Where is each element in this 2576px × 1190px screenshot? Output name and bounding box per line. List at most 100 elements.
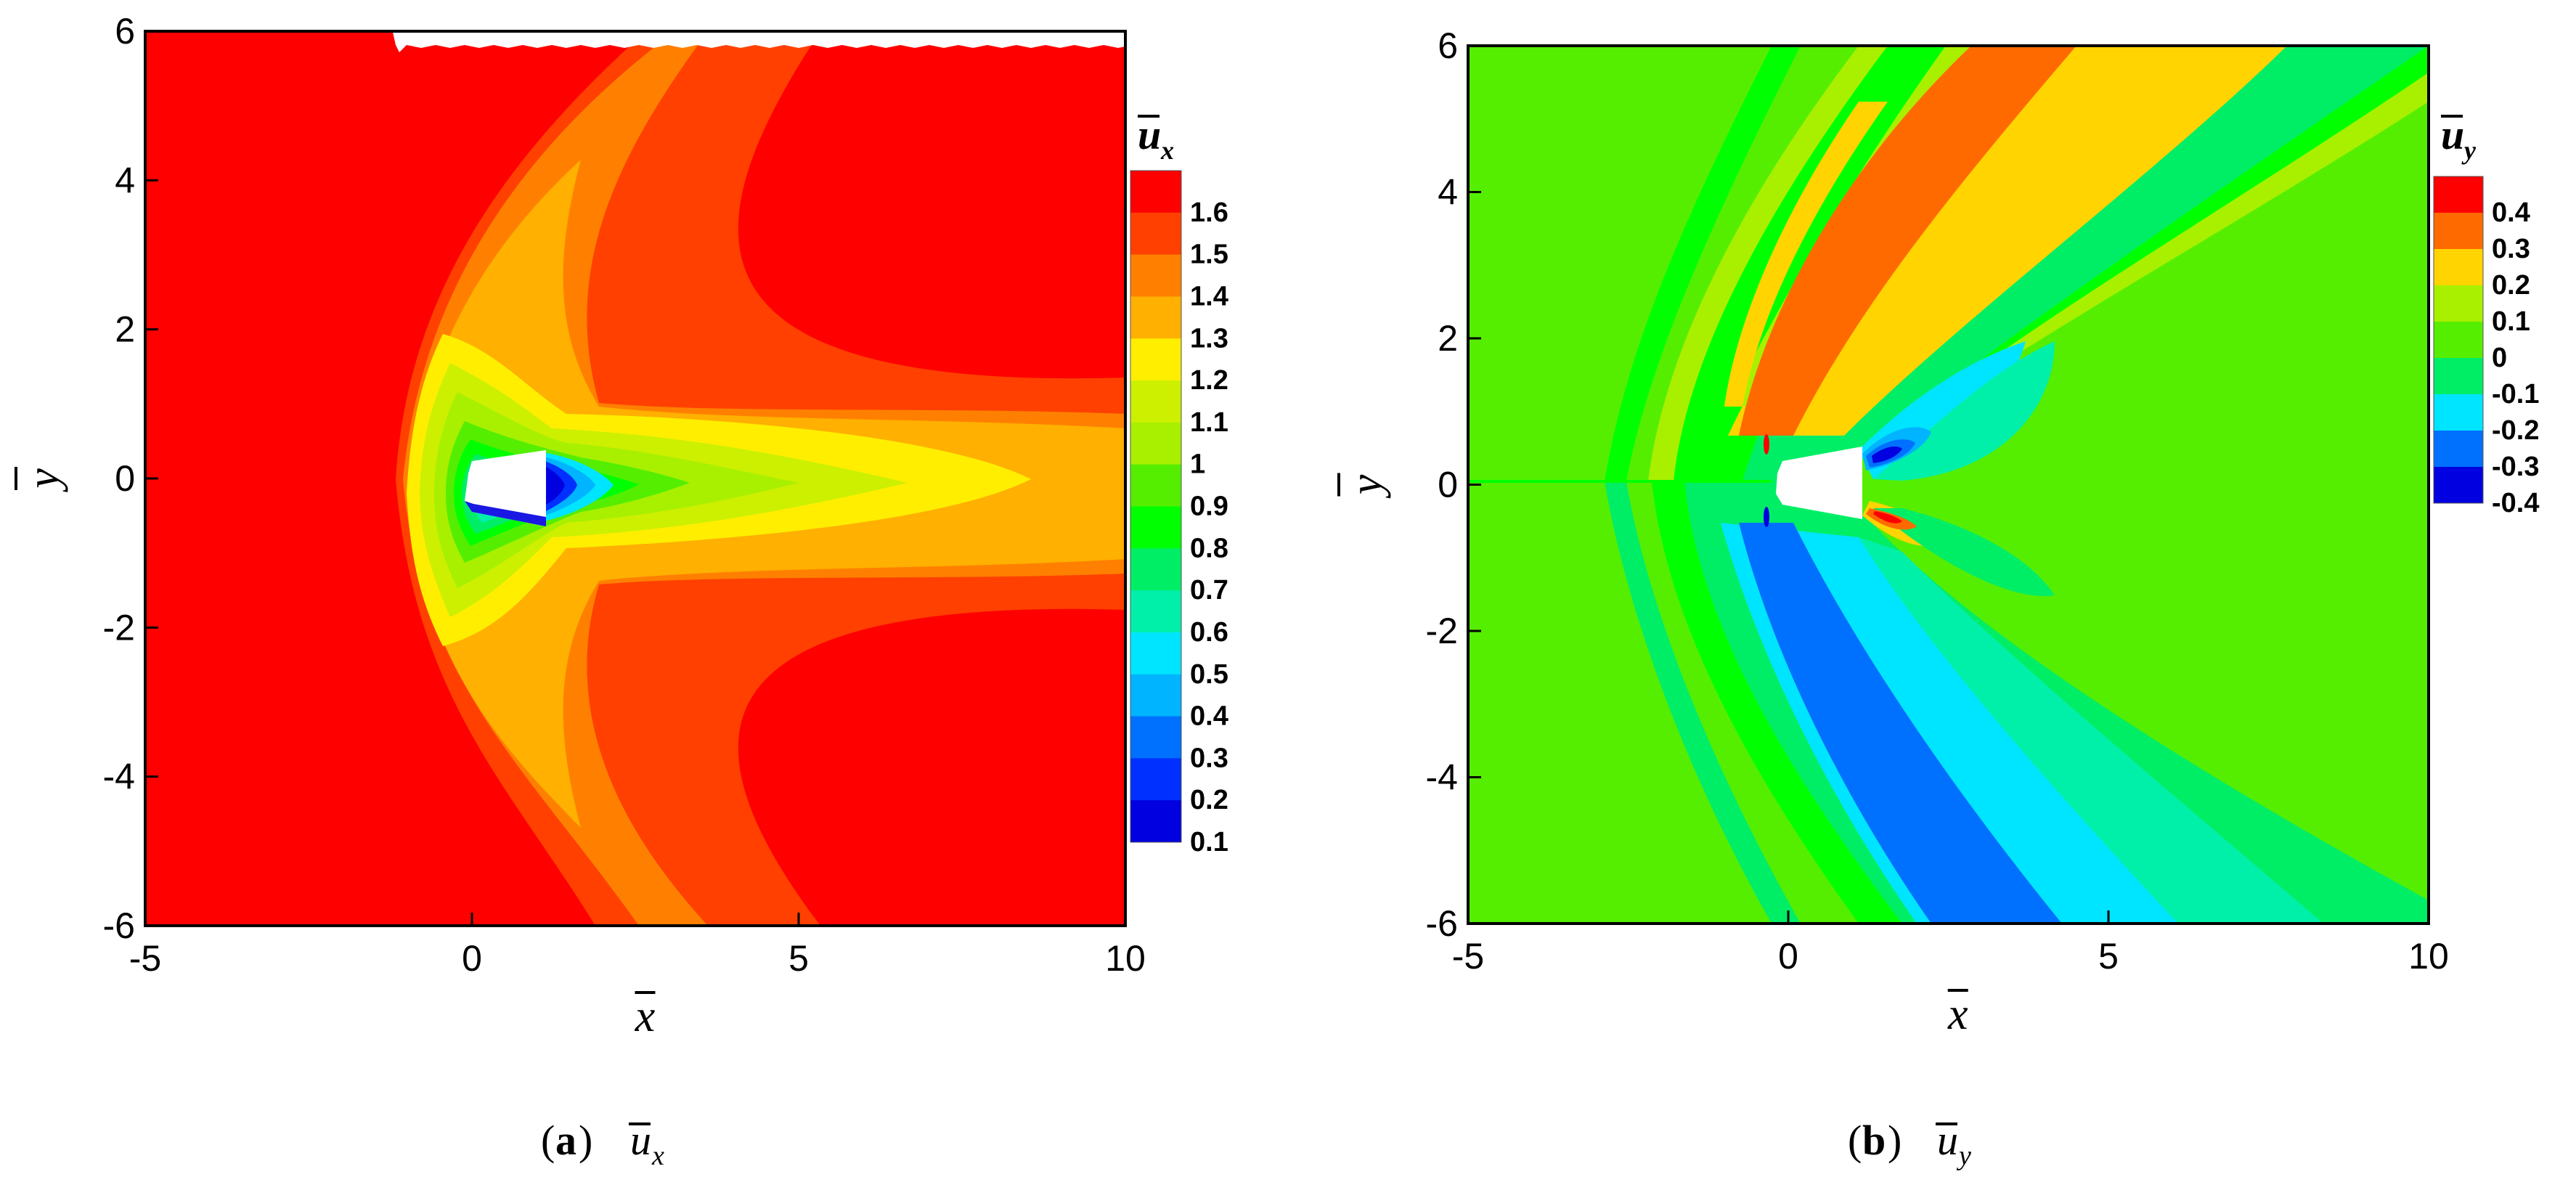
colorbar-label: 1.1 xyxy=(1190,407,1228,438)
contour-field-b xyxy=(1468,46,2429,924)
svg-text:): ) xyxy=(1888,1117,1902,1164)
y-tick-label: 0 xyxy=(115,458,135,499)
colorbar-swatch xyxy=(1130,296,1181,339)
colorbar-swatch xyxy=(1130,716,1181,759)
colorbar-swatch xyxy=(2434,431,2483,468)
colorbar-swatch xyxy=(2434,285,2483,322)
x-tick-label: -5 xyxy=(129,938,161,979)
x-tick-label: 0 xyxy=(1778,936,1798,977)
y-tick-label: -6 xyxy=(1426,903,1458,944)
colorbar-swatch xyxy=(2434,249,2483,286)
colorbar-swatch xyxy=(1130,506,1181,549)
colorbar-label: 0.2 xyxy=(2492,270,2530,301)
colorbar-label: 1.6 xyxy=(1190,197,1228,228)
colorbar-label: 0.1 xyxy=(2492,306,2530,337)
colorbar-swatch xyxy=(1130,171,1181,213)
y-tick-label: 2 xyxy=(115,309,135,350)
colorbar-swatch xyxy=(2434,322,2483,359)
colorbar-swatch xyxy=(1130,380,1181,423)
caption-b-subscript: y xyxy=(1956,1141,1971,1171)
y-tick-label: 4 xyxy=(115,160,135,200)
caption-a-subscript: x xyxy=(651,1141,664,1171)
y-axis-label: y xyxy=(19,468,68,493)
colorbar-label: 0.7 xyxy=(1190,575,1228,606)
colorbar-label: 0.2 xyxy=(1190,785,1228,815)
y-tick-label: -6 xyxy=(103,905,135,946)
svg-text:): ) xyxy=(579,1117,592,1164)
colorbar-swatch xyxy=(1130,338,1181,381)
y-tick-label: 0 xyxy=(1438,465,1458,505)
colorbar-label: 1.2 xyxy=(1190,365,1228,396)
colorbar-swatch xyxy=(1130,464,1181,507)
x-tick-label: 0 xyxy=(462,938,482,979)
colorbar-label: 0.9 xyxy=(1190,492,1228,522)
colorbar-title-subscript: x xyxy=(1160,136,1174,165)
colorbar-label: 0 xyxy=(2492,343,2507,373)
colorbar-label: 0.5 xyxy=(1190,659,1228,690)
colorbar-swatch xyxy=(1130,632,1181,675)
x-axis-label: x xyxy=(1947,990,1968,1039)
colorbar-title: u xyxy=(2441,111,2464,158)
x-axis-label: x xyxy=(635,992,656,1041)
x-tick-label: 10 xyxy=(1105,938,1146,979)
caption-b: ( b ) u y xyxy=(1848,1117,1971,1171)
colorbar-label: 1.5 xyxy=(1190,240,1228,270)
colorbar-swatch xyxy=(1130,590,1181,633)
y-tick-label: 6 xyxy=(1438,25,1458,66)
axes-b: -5 0 5 10 6 4 2 0 -2 -4 -6 x y xyxy=(1337,25,2449,1039)
colorbar-swatch xyxy=(1130,758,1181,801)
y-tick-label: 4 xyxy=(1438,172,1458,213)
colorbar-label: -0.4 xyxy=(2492,488,2539,518)
colorbar-label: 1.3 xyxy=(1190,323,1228,354)
y-tick-label: -4 xyxy=(1426,757,1458,798)
x-tick-label: -5 xyxy=(1452,936,1484,977)
y-tick-label: 6 xyxy=(115,11,135,52)
y-tick-label: -2 xyxy=(103,607,135,648)
colorbar-swatch xyxy=(2434,213,2483,250)
y-tick-label: 2 xyxy=(1438,318,1458,359)
colorbar-swatch xyxy=(2434,176,2483,213)
colorbar-a: 1.6 1.5 1.4 1.3 1.2 1.1 1 0.9 0.8 0.7 0.6 0.5 0.4 0.3… xyxy=(1130,111,1228,857)
colorbar-label: 0.8 xyxy=(1190,533,1228,563)
colorbar-frame xyxy=(1130,170,1182,843)
colorbar-swatch xyxy=(2434,394,2483,431)
y-tick-label: -4 xyxy=(103,757,135,797)
colorbar-swatch xyxy=(1130,422,1181,465)
caption-b-letter: b xyxy=(1862,1117,1886,1164)
colorbar-swatch xyxy=(2434,358,2483,395)
colorbar-swatch xyxy=(2434,467,2483,504)
colorbar-label: 0.4 xyxy=(2492,197,2530,228)
colorbar-swatch xyxy=(1130,254,1181,297)
colorbar-title-subscript: y xyxy=(2461,136,2477,165)
colorbar-label: -0.2 xyxy=(2492,415,2539,446)
panel-a: -5 0 5 10 6 4 2 0 -2 -4 -6 x y 1.6 1.5 1.4 1.3 1.2 1.1 1 0.… xyxy=(15,11,1228,1171)
colorbar-b: 0.4 0.3 0.2 0.1 0 -0.1 -0.2 -0.3 -0.4 u y xyxy=(2433,111,2539,518)
caption-a-letter: a xyxy=(555,1117,576,1164)
y-tick-label: -2 xyxy=(1426,611,1458,651)
x-tick-label: 10 xyxy=(2408,936,2449,977)
colorbar-label: -0.1 xyxy=(2492,379,2539,409)
colorbar-swatch xyxy=(1130,674,1181,717)
colorbar-label: 0.4 xyxy=(1190,701,1228,732)
svg-text:(: ( xyxy=(541,1117,555,1164)
panel-b: -5 0 5 10 6 4 2 0 -2 -4 -6 x y 0.4 0.3 0.2 0.1 0 -0.1 -0.2… xyxy=(1337,25,2539,1171)
colorbar-swatch xyxy=(1130,800,1181,843)
colorbar-frame xyxy=(2433,176,2484,504)
colorbar-label: -0.3 xyxy=(2492,452,2539,482)
y-axis-label: y xyxy=(1342,474,1391,499)
caption-a: ( a ) u x xyxy=(541,1117,664,1171)
colorbar-label: 0.3 xyxy=(1190,743,1228,773)
contour-field-a xyxy=(145,31,1125,926)
colorbar-label: 0.1 xyxy=(1190,827,1228,857)
colorbar-label: 1.4 xyxy=(1190,281,1228,311)
x-tick-label: 5 xyxy=(2098,936,2119,977)
colorbar-label: 0.6 xyxy=(1190,617,1228,648)
colorbar-label: 0.3 xyxy=(2492,234,2530,264)
colorbar-swatch xyxy=(1130,212,1181,256)
x-tick-label: 5 xyxy=(788,938,809,979)
axes-a: -5 0 5 10 6 4 2 0 -2 -4 -6 x y xyxy=(15,11,1146,1041)
colorbar-label: 1 xyxy=(1190,449,1205,480)
colorbar-swatch xyxy=(1130,548,1181,591)
body-shape-b xyxy=(1776,447,1862,519)
